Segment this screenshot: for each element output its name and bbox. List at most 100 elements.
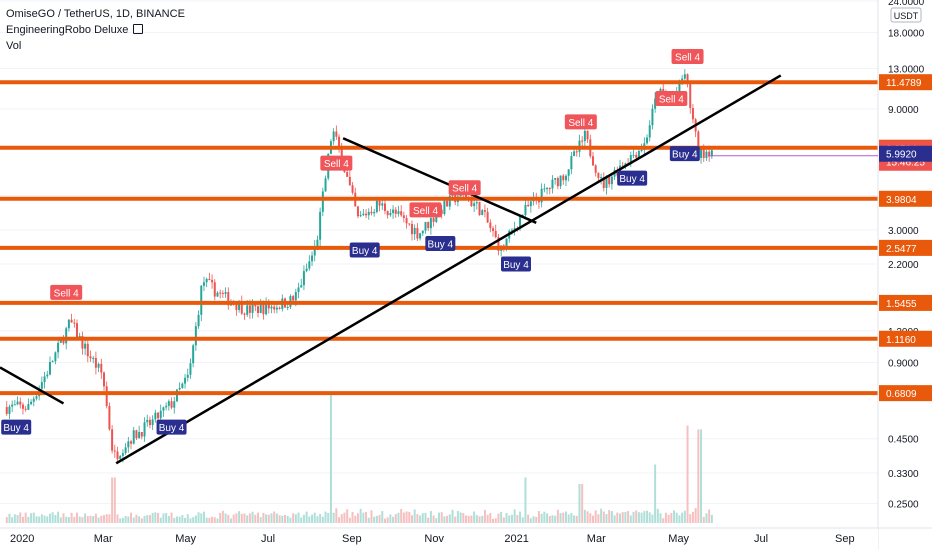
volume-bar bbox=[462, 512, 465, 523]
signal-label: Buy 4 bbox=[619, 174, 645, 185]
volume-bar bbox=[646, 510, 649, 523]
volume-bar bbox=[262, 512, 265, 523]
candle-body bbox=[443, 200, 446, 215]
volume-bar bbox=[438, 512, 440, 523]
volume-bar bbox=[654, 464, 657, 523]
candle-body bbox=[494, 230, 497, 238]
price-tick-label: 18.0000 bbox=[888, 29, 925, 40]
candle-body bbox=[610, 176, 613, 185]
price-tick-label: 24.0000 bbox=[888, 0, 925, 8]
time-axis[interactable]: 2020 Mar May Jul Sep Nov 2021 Mar May Jul Sep bbox=[0, 527, 932, 550]
volume-bar bbox=[529, 518, 532, 523]
volume-bar bbox=[302, 514, 305, 523]
indicator-row: EngineeringRobo Deluxe bbox=[6, 24, 144, 36]
candle-body bbox=[681, 78, 684, 81]
sell-signal-tag bbox=[50, 284, 83, 300]
volume-bar bbox=[48, 513, 51, 523]
volume-bar bbox=[235, 513, 238, 523]
level-price-label: 0.6809 bbox=[886, 389, 917, 400]
volume-bar bbox=[238, 511, 241, 523]
trend-line[interactable] bbox=[342, 137, 537, 224]
volume-bar bbox=[324, 511, 327, 523]
candle-body bbox=[105, 386, 108, 407]
candle-body bbox=[702, 147, 705, 158]
candle-body bbox=[265, 302, 268, 315]
candle-body bbox=[367, 211, 370, 216]
buy-signal-tag bbox=[500, 256, 531, 272]
sell-signal-tag bbox=[409, 202, 442, 218]
volume-bar bbox=[111, 477, 114, 523]
buy-signal-tag bbox=[617, 170, 648, 186]
candle-body bbox=[419, 233, 422, 239]
volume-bar bbox=[489, 512, 492, 523]
candle-body bbox=[267, 302, 270, 309]
trend-lines[interactable] bbox=[0, 74, 782, 465]
volume-bar bbox=[451, 509, 454, 523]
candle-body bbox=[184, 377, 187, 384]
candle-body bbox=[124, 447, 127, 454]
volume-bar bbox=[494, 518, 497, 523]
candle-body bbox=[235, 304, 238, 311]
candle-body bbox=[540, 188, 543, 203]
candle-body bbox=[408, 223, 411, 225]
volume-bar bbox=[664, 512, 667, 523]
volume-bar bbox=[140, 518, 143, 523]
candle-body bbox=[637, 150, 640, 158]
level-price-label-bg bbox=[879, 385, 932, 402]
volume-bar bbox=[608, 510, 611, 523]
candle-body bbox=[519, 216, 522, 229]
volume-bar bbox=[362, 512, 365, 523]
volume-bar bbox=[440, 512, 443, 523]
volume-bar bbox=[475, 515, 478, 523]
time-tick-label: Mar bbox=[94, 533, 113, 545]
candle-body bbox=[97, 363, 100, 368]
volume-bar bbox=[478, 516, 481, 523]
volume-bar bbox=[702, 516, 705, 523]
candle-body bbox=[143, 422, 146, 437]
eye-icon[interactable] bbox=[133, 24, 144, 34]
volume-bar bbox=[573, 515, 576, 523]
trend-line[interactable] bbox=[0, 366, 65, 405]
volume-bar bbox=[21, 516, 24, 523]
volume-bar bbox=[146, 515, 149, 523]
candle-body bbox=[27, 404, 30, 410]
candle-body bbox=[543, 188, 546, 190]
candle-body bbox=[19, 401, 22, 405]
candle-body bbox=[492, 228, 495, 231]
volume-bar bbox=[70, 512, 73, 523]
candle-body bbox=[710, 150, 713, 157]
volume-bar bbox=[127, 516, 130, 523]
volume-bar bbox=[378, 514, 381, 523]
volume-bar bbox=[175, 516, 178, 523]
candle-body bbox=[332, 131, 335, 142]
volume-bar bbox=[67, 517, 70, 523]
volume-label: Vol bbox=[6, 40, 22, 52]
candle-body bbox=[5, 407, 8, 414]
time-axis-bg bbox=[0, 528, 878, 550]
volume-bar bbox=[621, 512, 624, 523]
candle-body bbox=[373, 212, 376, 214]
volume-bar bbox=[365, 511, 368, 523]
candle-body bbox=[54, 352, 57, 362]
trend-line[interactable] bbox=[115, 74, 782, 465]
volume-bar bbox=[13, 514, 16, 523]
candle-body bbox=[248, 305, 251, 313]
volume-bar bbox=[524, 477, 527, 523]
candle-body bbox=[413, 227, 416, 235]
volume-bar bbox=[481, 515, 484, 523]
volume-bar bbox=[200, 513, 203, 523]
candle-body bbox=[689, 84, 692, 109]
volume-bar bbox=[124, 515, 127, 523]
signal-label: Buy 4 bbox=[159, 423, 185, 434]
price-scale[interactable]: 24.000018.000013.00009.00004.10003.00002… bbox=[708, 0, 932, 550]
candle-body bbox=[346, 172, 349, 177]
time-tick-label: May bbox=[668, 533, 689, 545]
volume-bar bbox=[251, 511, 254, 523]
candle-body bbox=[127, 441, 130, 448]
price-tick-label: 0.3300 bbox=[888, 469, 919, 480]
candle-body bbox=[591, 156, 594, 166]
volume-bar bbox=[100, 515, 103, 523]
volume-bar bbox=[465, 515, 468, 523]
candle-body bbox=[359, 215, 362, 217]
